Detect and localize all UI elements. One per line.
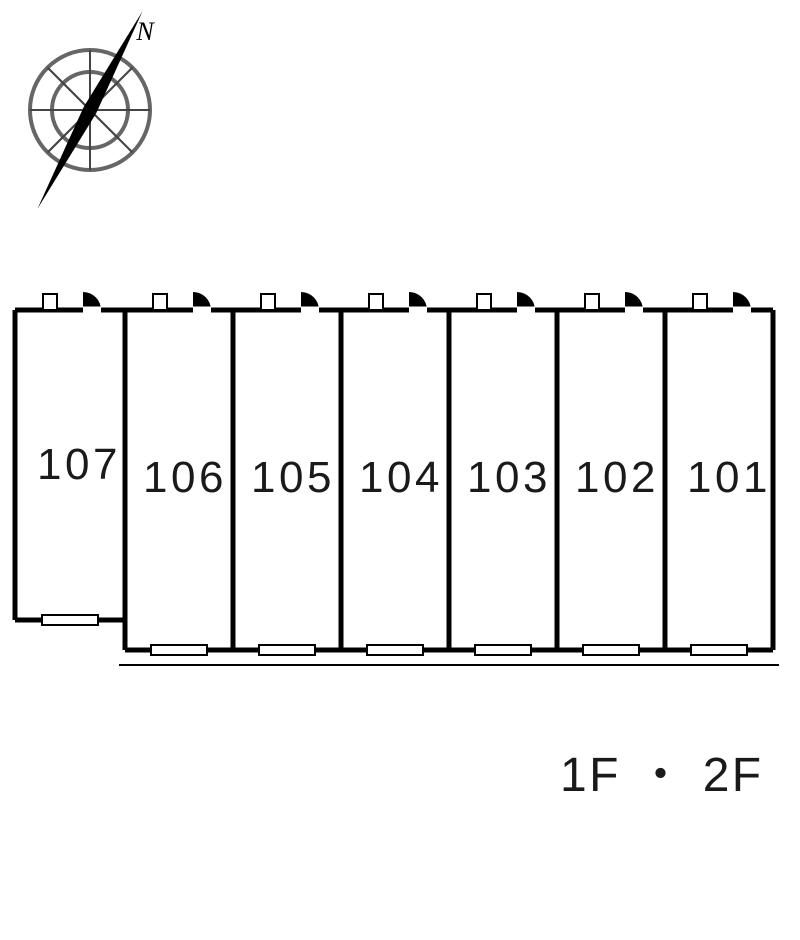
vent-icon bbox=[693, 294, 707, 310]
window-icon bbox=[151, 645, 207, 655]
unit-label-101: 101 bbox=[687, 453, 771, 503]
unit-label-107: 107 bbox=[37, 440, 121, 490]
vent-icon bbox=[477, 294, 491, 310]
vent-icon bbox=[261, 294, 275, 310]
window-icon bbox=[42, 615, 98, 625]
unit-label-102: 102 bbox=[575, 453, 659, 503]
floorplan-diagram: N 107 106 105 104 103 102 101 1F ・ 2F bbox=[0, 0, 800, 940]
vent-icon bbox=[43, 294, 57, 310]
unit-label-103: 103 bbox=[467, 453, 551, 503]
window-icon bbox=[583, 645, 639, 655]
floor-label: 1F ・ 2F bbox=[560, 735, 764, 805]
vent-icon bbox=[585, 294, 599, 310]
window-icon bbox=[367, 645, 423, 655]
window-icon bbox=[691, 645, 747, 655]
window-icon bbox=[259, 645, 315, 655]
compass-north-label: N bbox=[135, 17, 155, 46]
unit-label-106: 106 bbox=[143, 453, 227, 503]
unit-label-104: 104 bbox=[359, 453, 443, 503]
vent-icon bbox=[153, 294, 167, 310]
vent-icon bbox=[369, 294, 383, 310]
unit-label-105: 105 bbox=[251, 453, 335, 503]
window-icon bbox=[475, 645, 531, 655]
